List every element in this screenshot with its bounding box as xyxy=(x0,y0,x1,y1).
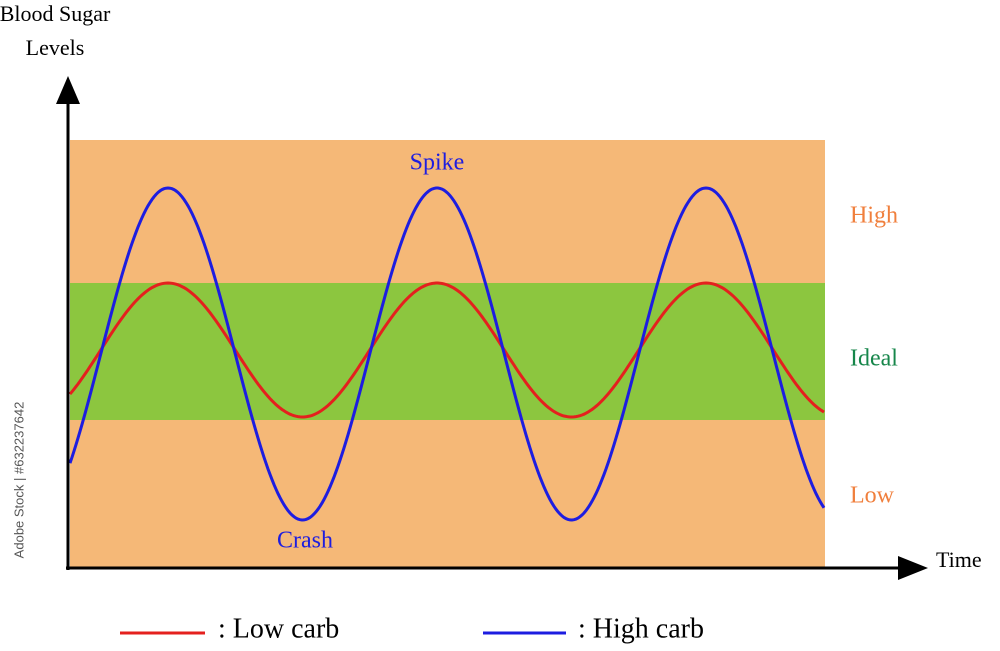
high-carb-curve xyxy=(68,186,826,522)
zone-label: High xyxy=(850,203,898,229)
zone-label: Ideal xyxy=(850,346,898,372)
watermark: Adobe Stock | #632237642 xyxy=(11,402,26,559)
x-axis-arrow xyxy=(898,556,928,580)
legend-label: : High carb xyxy=(578,613,704,644)
y-axis-label: Levels xyxy=(26,35,85,60)
y-axis-label: Blood Sugar xyxy=(0,1,111,26)
zone-label: Low xyxy=(850,483,895,509)
ideal-band xyxy=(70,283,825,420)
low-carb-curve xyxy=(68,281,825,419)
legend-label: : Low carb xyxy=(218,613,339,644)
y-axis-arrow xyxy=(56,76,80,104)
annotation: Spike xyxy=(410,150,465,176)
annotation: Crash xyxy=(277,528,333,554)
x-axis-label: Time xyxy=(936,547,982,572)
